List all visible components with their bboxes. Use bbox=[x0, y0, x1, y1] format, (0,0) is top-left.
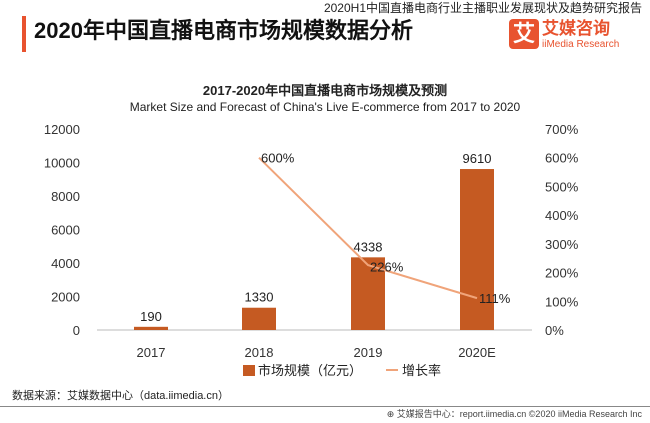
growth-line bbox=[258, 157, 478, 300]
report-name: 2020H1中国直播电商行业主播职业发展现状及趋势研究报告 bbox=[323, 1, 642, 15]
y2-tick-label: 400% bbox=[545, 208, 579, 223]
bar bbox=[460, 169, 494, 330]
title-accent-bar bbox=[22, 16, 26, 52]
y2-tick-label: 700% bbox=[545, 122, 579, 137]
line-label: 600% bbox=[261, 151, 295, 166]
y2-tick-label: 500% bbox=[545, 179, 579, 194]
divider bbox=[0, 406, 650, 407]
x-tick-label: 2020E bbox=[458, 345, 496, 360]
legend-line-label: 增长率 bbox=[402, 363, 441, 378]
footer: ⊕ 艾媒报告中心：report.iimedia.cn ©2020 iiMedia… bbox=[386, 409, 642, 419]
y-tick-label: 6000 bbox=[51, 223, 80, 238]
chart-subtitle: Market Size and Forecast of China's Live… bbox=[129, 100, 521, 114]
y2-tick-label: 300% bbox=[545, 237, 579, 252]
y2-tick-label: 100% bbox=[545, 294, 579, 309]
y-tick-label: 8000 bbox=[51, 189, 80, 204]
source-note: 数据来源：艾媒数据中心（data.iimedia.cn） bbox=[12, 390, 229, 402]
logo: 艾 艾媒咨询 iiMedia Research bbox=[430, 19, 646, 51]
bar bbox=[242, 307, 276, 330]
y-tick-label: 0 bbox=[73, 323, 80, 338]
bar bbox=[134, 326, 168, 330]
y2-tick-label: 200% bbox=[545, 266, 579, 281]
line-label: 226% bbox=[370, 259, 404, 274]
legend-bar-swatch bbox=[243, 365, 255, 376]
y2-tick-label: 600% bbox=[545, 151, 579, 166]
bar-label: 1330 bbox=[245, 290, 274, 305]
y-tick-label: 12000 bbox=[44, 122, 80, 137]
bar-label: 4338 bbox=[354, 239, 383, 254]
logo-en: iiMedia Research bbox=[542, 39, 620, 50]
y-tick-label: 4000 bbox=[51, 256, 80, 271]
bar-label: 190 bbox=[140, 309, 162, 324]
x-tick-label: 2019 bbox=[354, 345, 383, 360]
legend-bar-label: 市场规模（亿元） bbox=[258, 363, 362, 378]
bar-label: 9610 bbox=[463, 151, 492, 166]
x-tick-label: 2017 bbox=[137, 345, 166, 360]
y-tick-label: 2000 bbox=[51, 290, 80, 305]
logo-cn: 艾媒咨询 bbox=[542, 19, 610, 38]
x-tick-label: 2018 bbox=[245, 345, 274, 360]
page-title: 2020年中国直播电商市场规模数据分析 bbox=[34, 18, 413, 43]
chart-title: 2017-2020年中国直播电商市场规模及预测 bbox=[202, 83, 448, 98]
y2-tick-label: 0% bbox=[545, 323, 564, 338]
logo-mark-icon: 艾 bbox=[509, 19, 539, 49]
line-label: 111% bbox=[479, 291, 511, 306]
y-tick-label: 10000 bbox=[44, 156, 80, 171]
